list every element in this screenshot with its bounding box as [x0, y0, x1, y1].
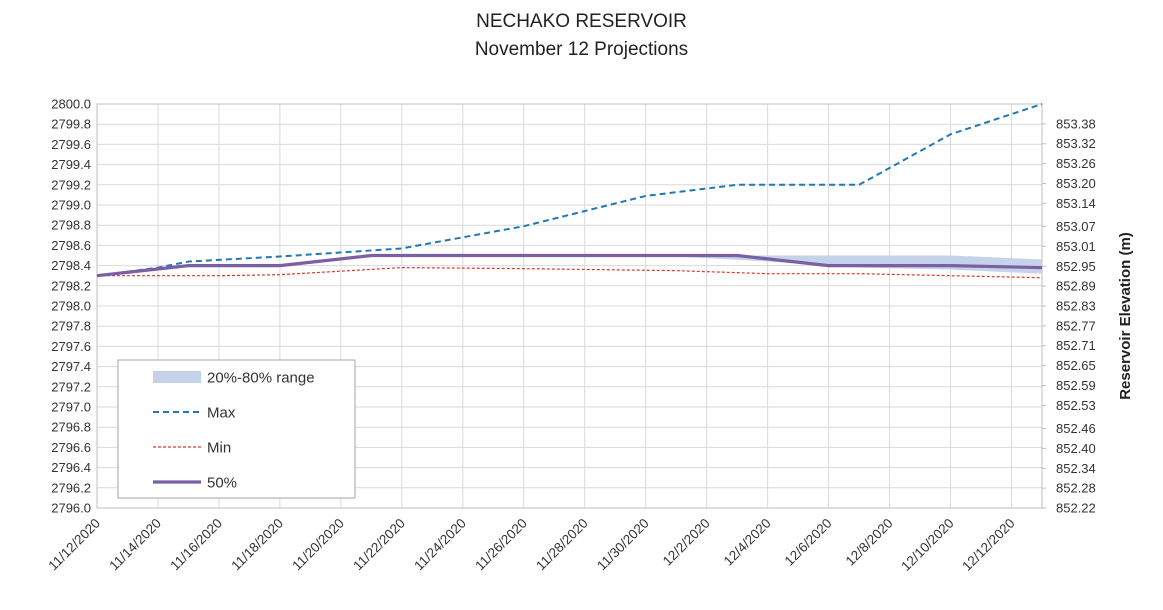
y2-tick-label: 852.71	[1056, 338, 1096, 353]
y-tick-label: 2798.8	[51, 218, 91, 233]
x-tick-label: 12/4/2020	[721, 516, 774, 569]
y-tick-label: 2798.2	[51, 278, 91, 293]
y2-tick-label: 852.89	[1056, 279, 1096, 294]
x-tick-label: 11/14/2020	[106, 516, 164, 574]
y2-tick-label: 852.65	[1056, 358, 1096, 373]
y-tick-label: 2798.0	[51, 299, 91, 314]
x-tick-label: 12/8/2020	[843, 516, 896, 569]
y-tick-label: 2799.6	[51, 137, 91, 152]
y2-tick-label: 852.34	[1056, 461, 1096, 476]
y-tick-label: 2797.4	[51, 359, 91, 374]
y2-tick-label: 853.38	[1056, 116, 1096, 131]
chart-title: NECHAKO RESERVOIR	[476, 11, 687, 32]
x-tick-label: 12/2/2020	[660, 516, 713, 569]
y2-tick-label: 853.01	[1056, 239, 1096, 254]
y2-tick-label: 853.26	[1056, 156, 1096, 171]
y-tick-label: 2796.2	[51, 480, 91, 495]
legend-label: 50%	[207, 475, 237, 492]
y-tick-label: 2797.2	[51, 379, 91, 394]
legend-label: Max	[207, 405, 236, 422]
legend-label: 20%-80% range	[207, 370, 315, 387]
y-tick-label: 2799.8	[51, 117, 91, 132]
y-tick-label: 2796.4	[51, 460, 91, 475]
y2-tick-label: 853.14	[1056, 196, 1096, 211]
y-tick-label: 2796.8	[51, 420, 91, 435]
y2-tick-label: 852.40	[1056, 441, 1096, 456]
x-tick-label: 11/12/2020	[45, 516, 103, 574]
x-tick-label: 11/20/2020	[289, 516, 347, 574]
y2-tick-label: 852.59	[1056, 378, 1096, 393]
y-tick-label: 2800.0	[51, 97, 91, 112]
x-tick-label: 11/28/2020	[533, 516, 591, 574]
y2-tick-label: 853.20	[1056, 176, 1096, 191]
y-tick-label: 2798.4	[51, 258, 91, 273]
y2-tick-label: 852.28	[1056, 481, 1096, 496]
y-tick-label: 2799.0	[51, 198, 91, 213]
y-tick-label: 2797.8	[51, 319, 91, 334]
chart-subtitle: November 12 Projections	[474, 39, 689, 60]
y-tick-label: 2796.6	[51, 440, 91, 455]
series-band-20-80	[97, 255, 1042, 276]
y-tick-label: 2799.2	[51, 177, 91, 192]
y-tick-label: 2798.6	[51, 238, 91, 253]
right-axis-title: Reservoir Elevation (m)	[1117, 232, 1134, 400]
y2-tick-label: 852.83	[1056, 299, 1096, 314]
x-tick-label: 12/6/2020	[782, 516, 835, 569]
series-line-50-	[96, 253, 1043, 278]
x-tick-label: 12/10/2020	[898, 516, 956, 574]
y2-tick-label: 852.77	[1056, 318, 1096, 333]
legend-swatch-band	[153, 371, 201, 383]
y-tick-label: 2797.0	[51, 400, 91, 415]
y2-tick-label: 852.22	[1056, 501, 1096, 516]
x-tick-label: 11/16/2020	[167, 516, 225, 574]
y-tick-label: 2799.4	[51, 157, 91, 172]
x-tick-label: 11/22/2020	[350, 516, 408, 574]
y2-tick-label: 852.46	[1056, 421, 1096, 436]
x-tick-label: 11/26/2020	[472, 516, 530, 574]
legend-label: Min	[207, 440, 231, 457]
x-tick-label: 12/12/2020	[959, 516, 1017, 574]
y2-tick-label: 853.32	[1056, 136, 1096, 151]
y-tick-label: 2796.0	[51, 501, 91, 516]
y2-tick-label: 852.95	[1056, 259, 1096, 274]
y2-tick-label: 852.53	[1056, 398, 1096, 413]
chart-title-block: NECHAKO RESERVOIR November 12 Projection…	[0, 8, 1163, 64]
x-tick-label: 11/24/2020	[411, 516, 469, 574]
series-line-min	[97, 267, 1043, 279]
x-tick-label: 11/30/2020	[594, 516, 652, 574]
y-tick-label: 2797.6	[51, 339, 91, 354]
y2-tick-label: 853.07	[1056, 219, 1096, 234]
series-line-max	[96, 103, 1043, 277]
legend: 20%-80% range Max Min 50%	[117, 359, 356, 499]
x-tick-label: 11/18/2020	[228, 516, 286, 574]
